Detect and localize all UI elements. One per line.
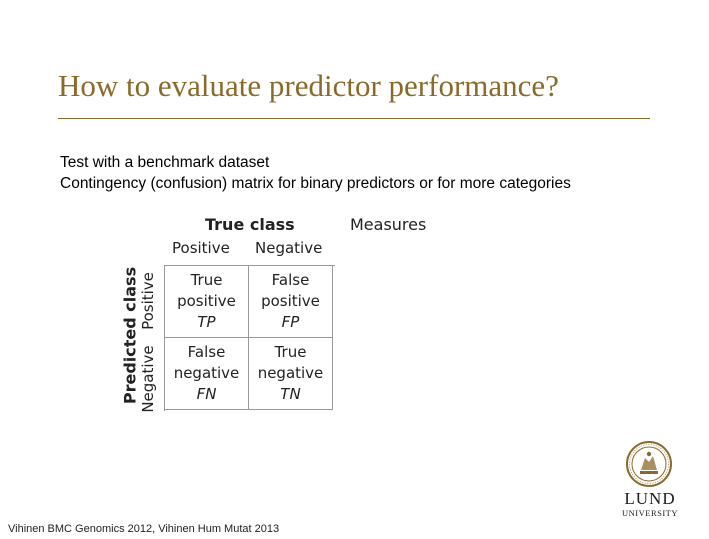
slide-title: How to evaluate predictor performance? <box>58 68 559 103</box>
lund-university-seal-icon <box>626 441 672 487</box>
cell-line: positive <box>261 292 320 310</box>
logo-name: LUND <box>624 489 676 508</box>
row-positive-label: Positive <box>139 272 157 330</box>
body-line-1: Test with a benchmark dataset <box>60 154 270 171</box>
cell-line: True <box>274 343 307 361</box>
column-negative-label: Negative <box>255 239 323 257</box>
cell-line: negative <box>257 364 324 382</box>
cell-false-negative: False negative FN <box>165 338 249 410</box>
cell-abbreviation: TN <box>280 385 301 403</box>
cell-line: False <box>187 343 226 361</box>
cell-abbreviation: FN <box>196 385 217 403</box>
cell-line: False <box>271 271 310 289</box>
cell-true-positive: True positive TP <box>165 266 249 338</box>
body-line-2: Contingency (confusion) matrix for binar… <box>60 175 571 192</box>
confusion-matrix: True positive TP False positive FP False… <box>164 265 335 411</box>
slide-body: Test with a benchmark dataset Contingenc… <box>60 152 571 194</box>
true-class-header: True class <box>205 215 295 234</box>
predicted-class-header: Predicted class <box>120 266 140 405</box>
title-divider <box>58 118 650 119</box>
measures-header: Measures <box>350 215 427 234</box>
cell-line: positive <box>177 292 236 310</box>
row-negative-label: Negative <box>139 345 157 413</box>
cell-abbreviation: TP <box>197 313 216 331</box>
logo-subtitle: UNIVERSITY <box>622 508 678 518</box>
cell-line: True <box>190 271 223 289</box>
citation: Vihinen BMC Genomics 2012, Vihinen Hum M… <box>8 523 280 535</box>
cell-true-negative: True negative TN <box>249 338 333 410</box>
cell-abbreviation: FP <box>281 313 300 331</box>
column-positive-label: Positive <box>172 239 230 257</box>
cell-false-positive: False positive FP <box>249 266 333 338</box>
cell-line: negative <box>173 364 240 382</box>
